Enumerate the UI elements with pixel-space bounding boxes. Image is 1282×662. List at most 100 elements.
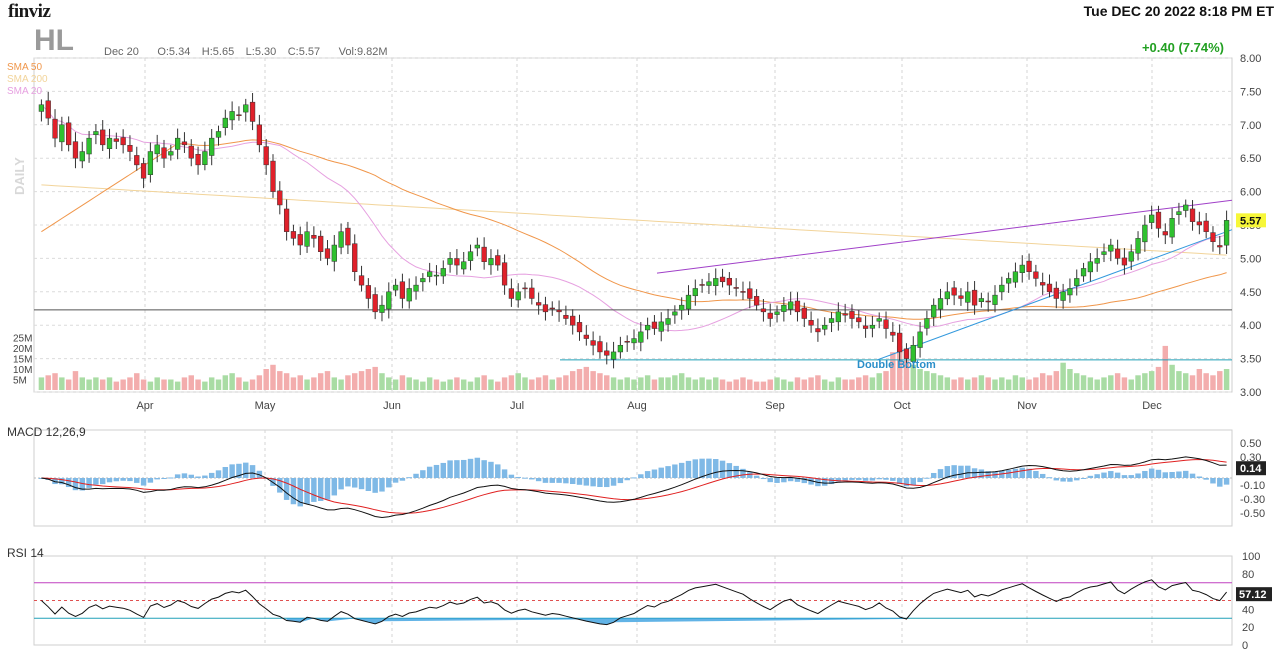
rsi-line: [41, 579, 1227, 626]
volume-bar: [481, 375, 487, 390]
volume-bar: [1162, 345, 1169, 390]
rsi-oversold-fill: [286, 618, 907, 625]
macd-histogram-bar: [283, 478, 290, 500]
macd-histogram-bar: [1080, 478, 1087, 479]
macd-histogram-bar: [99, 478, 106, 485]
volume-bar: [1210, 375, 1216, 390]
volume-bar: [1155, 366, 1162, 390]
macd-histogram-bar: [1074, 478, 1080, 481]
volume-bar: [876, 373, 882, 390]
macd-histogram-bar: [392, 478, 399, 483]
macd-histogram-bar: [317, 478, 324, 501]
volume-bar: [352, 373, 358, 390]
candle-body: [815, 328, 821, 333]
macd-histogram-bar: [215, 470, 222, 478]
volume-bar: [277, 371, 283, 390]
candle-body: [256, 124, 263, 146]
candle-body: [38, 104, 45, 112]
y-tick-label: 3.00: [1240, 387, 1261, 399]
candle-body: [1019, 264, 1025, 273]
candle-body: [481, 246, 487, 262]
volume-bar: [86, 379, 92, 390]
x-tick-label: May: [255, 400, 276, 412]
candle-body: [324, 248, 331, 259]
macd-histogram-bar: [1148, 468, 1155, 478]
volume-bar: [944, 377, 951, 390]
finviz-logo[interactable]: finviz: [8, 1, 51, 22]
volume-bar: [924, 371, 930, 390]
candle-body: [1067, 288, 1073, 296]
volume-bar: [79, 377, 85, 390]
macd-histogram-bar: [624, 478, 630, 481]
volume-bar: [495, 381, 501, 390]
candle-body: [1080, 268, 1087, 277]
candle-body: [1135, 238, 1141, 254]
chart-datetime: Tue DEC 20 2022 8:18 PM ET: [1083, 3, 1274, 19]
sma50-line: [41, 139, 1227, 320]
volume-bar: [958, 377, 964, 390]
volume-bar: [433, 379, 440, 390]
candle-body: [692, 288, 698, 297]
volume-bar: [127, 377, 133, 390]
volume-bar: [1067, 369, 1073, 390]
volume-bar: [372, 366, 378, 390]
macd-histogram-bar: [747, 472, 753, 478]
volume-bar: [971, 377, 978, 390]
candle-body: [740, 291, 746, 293]
volume-bar: [140, 379, 147, 390]
macd-histogram-bar: [508, 474, 515, 478]
candle-body: [277, 190, 283, 206]
macd-line: [41, 456, 1227, 519]
candle-body: [631, 338, 637, 344]
candle-body: [440, 268, 446, 277]
macd-histogram-bar: [1169, 472, 1175, 478]
candle-body: [86, 137, 92, 155]
volume-bar: [1176, 371, 1182, 390]
macd-histogram-bar: [740, 468, 746, 478]
candle-body: [522, 287, 528, 290]
macd-histogram-bar: [999, 470, 1005, 478]
macd-histogram-bar: [93, 478, 99, 485]
volume-bar: [1121, 377, 1128, 390]
candle-body: [447, 258, 453, 265]
volume-bar: [134, 373, 140, 390]
candle-body: [610, 351, 617, 360]
macd-histogram-bar: [692, 459, 699, 478]
macd-histogram-bar: [651, 469, 658, 478]
volume-bar: [1169, 364, 1175, 390]
macd-histogram-bar: [249, 465, 256, 478]
volume-bar: [460, 379, 467, 390]
volume-bar: [917, 369, 923, 390]
candle-body: [127, 145, 133, 152]
macd-histogram-bar: [583, 478, 590, 486]
candle-body: [617, 344, 624, 353]
candle-body: [869, 324, 876, 329]
macd-histogram-bar: [229, 464, 235, 478]
macd-last-tag: [1236, 461, 1266, 476]
double-bottom-annotation: Double Bottom: [857, 359, 936, 371]
candle-body: [951, 287, 957, 296]
candle-body: [958, 295, 964, 299]
volume-bar: [992, 379, 998, 390]
macd-histogram-bar: [910, 478, 916, 486]
candle-body: [188, 145, 194, 159]
candle-body: [842, 313, 848, 316]
candle-body: [45, 100, 51, 119]
volume-bar: [1080, 375, 1087, 390]
candle-body: [897, 332, 903, 353]
volume-bar: [392, 379, 399, 390]
macd-panel-label: MACD 12,26,9: [7, 425, 86, 439]
macd-histogram-bar: [924, 477, 930, 479]
candle-body: [924, 318, 930, 329]
y-tick-label: 5.00: [1240, 253, 1261, 265]
rsi-last-value: 57.12: [1239, 589, 1267, 601]
rsi-last-tag: [1236, 587, 1272, 602]
volume-bar: [420, 381, 426, 390]
volume-bar: [38, 377, 45, 390]
volume-bar: [556, 377, 562, 390]
candle-body: [672, 311, 678, 316]
candle-body: [903, 348, 910, 359]
macd-histogram-bar: [379, 478, 385, 492]
candle-body: [992, 294, 998, 305]
ohlc-close: C:5.57: [287, 46, 321, 58]
